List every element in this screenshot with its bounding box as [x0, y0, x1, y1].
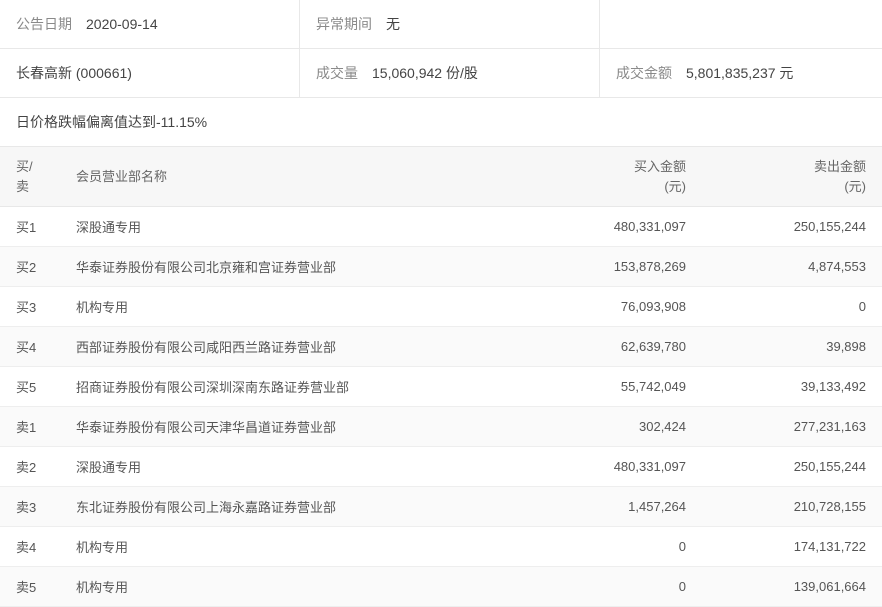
cell-side: 买1 [0, 207, 60, 247]
cell-buy-amount: 0 [522, 567, 702, 607]
volume-value: 15,060,942 份/股 [372, 63, 478, 83]
table-row: 买1 深股通专用 480,331,097 250,155,244 [0, 207, 882, 247]
amount-cell: 成交金额 5,801,835,237 元 [600, 49, 882, 97]
cell-buy-amount: 1,457,264 [522, 487, 702, 527]
table-row: 卖2 深股通专用 480,331,097 250,155,244 [0, 447, 882, 487]
cell-side: 卖1 [0, 407, 60, 447]
cell-side: 卖4 [0, 527, 60, 567]
announce-date-label: 公告日期 [16, 14, 72, 34]
cell-buy-amount: 62,639,780 [522, 327, 702, 367]
col-header-name: 会员营业部名称 [60, 147, 522, 207]
cell-buy-amount: 480,331,097 [522, 207, 702, 247]
cell-buy-amount: 55,742,049 [522, 367, 702, 407]
cell-name: 招商证券股份有限公司深圳深南东路证券营业部 [60, 367, 522, 407]
abnormal-period-label: 异常期间 [316, 14, 372, 34]
cell-sell-amount: 39,898 [702, 327, 882, 367]
abnormal-period-value: 无 [386, 14, 400, 34]
cell-buy-amount: 0 [522, 527, 702, 567]
volume-label: 成交量 [316, 63, 358, 83]
table-row: 买5 招商证券股份有限公司深圳深南东路证券营业部 55,742,049 39,133,… [0, 367, 882, 407]
cell-sell-amount: 250,155,244 [702, 447, 882, 487]
info-block: 公告日期 2020-09-14 异常期间 无 长春高新 (000661) 成交量… [0, 0, 882, 147]
cell-side: 卖3 [0, 487, 60, 527]
cell-name: 华泰证券股份有限公司天津华昌道证券营业部 [60, 407, 522, 447]
cell-buy-amount: 480,331,097 [522, 447, 702, 487]
volume-cell: 成交量 15,060,942 份/股 [300, 49, 600, 97]
cell-sell-amount: 174,131,722 [702, 527, 882, 567]
info-row-1: 公告日期 2020-09-14 异常期间 无 [0, 0, 882, 48]
table-row: 买3 机构专用 76,093,908 0 [0, 287, 882, 327]
table-row: 卖1 华泰证券股份有限公司天津华昌道证券营业部 302,424 277,231,163 [0, 407, 882, 447]
cell-name: 华泰证券股份有限公司北京雍和宫证券营业部 [60, 247, 522, 287]
deviation-note-row: 日价格跌幅偏离值达到-11.15% [0, 97, 882, 146]
amount-label: 成交金额 [616, 63, 672, 83]
cell-name: 机构专用 [60, 287, 522, 327]
cell-sell-amount: 39,133,492 [702, 367, 882, 407]
abnormal-period-cell: 异常期间 无 [300, 0, 600, 48]
info-cell-empty-1 [600, 0, 882, 48]
cell-buy-amount: 302,424 [522, 407, 702, 447]
table-row: 卖5 机构专用 0 139,061,664 [0, 567, 882, 607]
table-row: 买2 华泰证券股份有限公司北京雍和宫证券营业部 153,878,269 4,874,5… [0, 247, 882, 287]
deviation-note-text: 日价格跌幅偏离值达到-11.15% [16, 114, 207, 130]
table-row: 卖4 机构专用 0 174,131,722 [0, 527, 882, 567]
cell-name: 东北证券股份有限公司上海永嘉路证券营业部 [60, 487, 522, 527]
col-header-sell: 卖出金额 (元) [702, 147, 882, 207]
cell-side: 卖5 [0, 567, 60, 607]
cell-buy-amount: 76,093,908 [522, 287, 702, 327]
cell-side: 买2 [0, 247, 60, 287]
cell-sell-amount: 4,874,553 [702, 247, 882, 287]
cell-name: 机构专用 [60, 527, 522, 567]
cell-side: 买4 [0, 327, 60, 367]
stock-cell: 长春高新 (000661) [0, 49, 300, 97]
cell-sell-amount: 250,155,244 [702, 207, 882, 247]
stock-value: 长春高新 (000661) [16, 63, 132, 83]
cell-side: 卖2 [0, 447, 60, 487]
cell-sell-amount: 210,728,155 [702, 487, 882, 527]
cell-sell-amount: 0 [702, 287, 882, 327]
table-row: 卖3 东北证券股份有限公司上海永嘉路证券营业部 1,457,264 210,728,1… [0, 487, 882, 527]
cell-sell-amount: 139,061,664 [702, 567, 882, 607]
cell-name: 机构专用 [60, 567, 522, 607]
table-body: 买1 深股通专用 480,331,097 250,155,244 买2 华泰证券股份有限公… [0, 207, 882, 607]
cell-side: 买5 [0, 367, 60, 407]
cell-name: 深股通专用 [60, 207, 522, 247]
table-row: 买4 西部证券股份有限公司咸阳西兰路证券营业部 62,639,780 39,898 [0, 327, 882, 367]
col-header-buy: 买入金额 (元) [522, 147, 702, 207]
table-header-row: 买/卖 会员营业部名称 买入金额 (元) 卖出金额 (元) [0, 147, 882, 207]
announce-date-value: 2020-09-14 [86, 16, 158, 32]
amount-value: 5,801,835,237 元 [686, 63, 793, 83]
cell-name: 西部证券股份有限公司咸阳西兰路证券营业部 [60, 327, 522, 367]
info-row-2: 长春高新 (000661) 成交量 15,060,942 份/股 成交金额 5,… [0, 48, 882, 97]
disclosure-panel: 公告日期 2020-09-14 异常期间 无 长春高新 (000661) 成交量… [0, 0, 882, 537]
trading-table: 买/卖 会员营业部名称 买入金额 (元) 卖出金额 (元) 买1 深股通专用 480,3… [0, 147, 882, 607]
cell-sell-amount: 277,231,163 [702, 407, 882, 447]
announce-date-cell: 公告日期 2020-09-14 [0, 0, 300, 48]
cell-side: 买3 [0, 287, 60, 327]
cell-buy-amount: 153,878,269 [522, 247, 702, 287]
cell-name: 深股通专用 [60, 447, 522, 487]
col-header-side: 买/卖 [0, 147, 60, 207]
